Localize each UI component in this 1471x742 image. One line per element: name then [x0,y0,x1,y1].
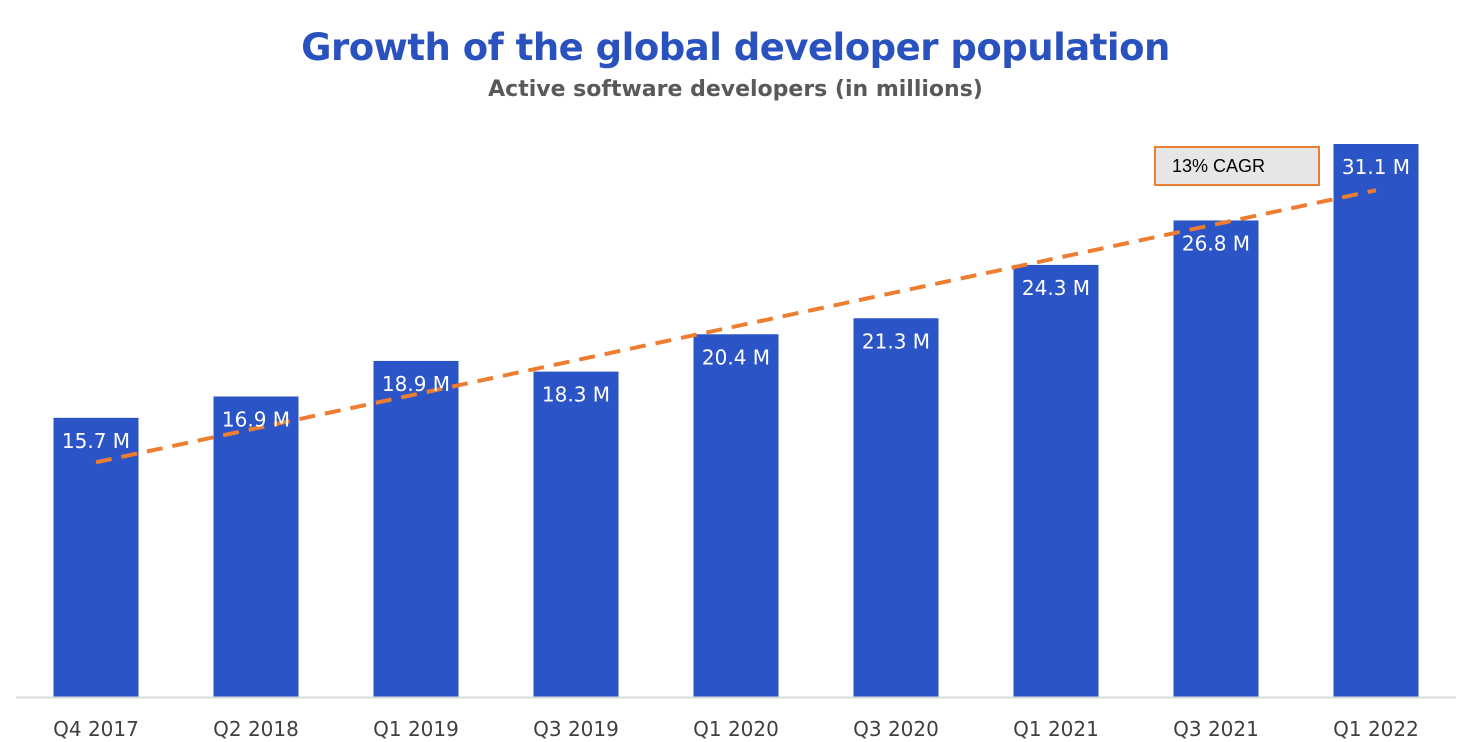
x-tick-label: Q1 2022 [1333,717,1419,741]
data-label: 26.8 M [1182,231,1250,255]
data-label: 31.1 M [1342,155,1410,179]
x-tick-label: Q3 2020 [853,717,939,741]
data-label: 18.3 M [542,383,610,407]
data-label: 24.3 M [1022,276,1090,300]
bar [213,396,299,697]
bar [53,417,139,697]
trendline [95,188,1377,465]
x-tick-label: Q1 2019 [373,717,459,741]
bar [853,318,939,697]
x-tick-label: Q2 2018 [213,717,299,741]
cagr-annotation: 13% CAGR [1154,146,1320,186]
data-label: 21.3 M [862,329,930,353]
data-label: 15.7 M [62,429,130,453]
data-label: 20.4 M [702,345,770,369]
x-tick-label: Q1 2020 [693,717,779,741]
x-tick-label: Q3 2021 [1173,717,1259,741]
bar [1173,220,1259,697]
x-tick-label: Q3 2019 [533,717,619,741]
chart-subtitle: Active software developers (in millions) [488,77,983,102]
x-tick-label: Q4 2017 [53,717,139,741]
chart-title: Growth of the global developer populatio… [301,26,1170,69]
data-label: 18.9 M [382,372,450,396]
bar [533,371,619,697]
bar [693,334,779,697]
bar [373,360,459,697]
bar [1013,264,1099,697]
data-label: 16.9 M [222,407,290,431]
bar [1333,144,1419,697]
x-tick-label: Q1 2021 [1013,717,1099,741]
